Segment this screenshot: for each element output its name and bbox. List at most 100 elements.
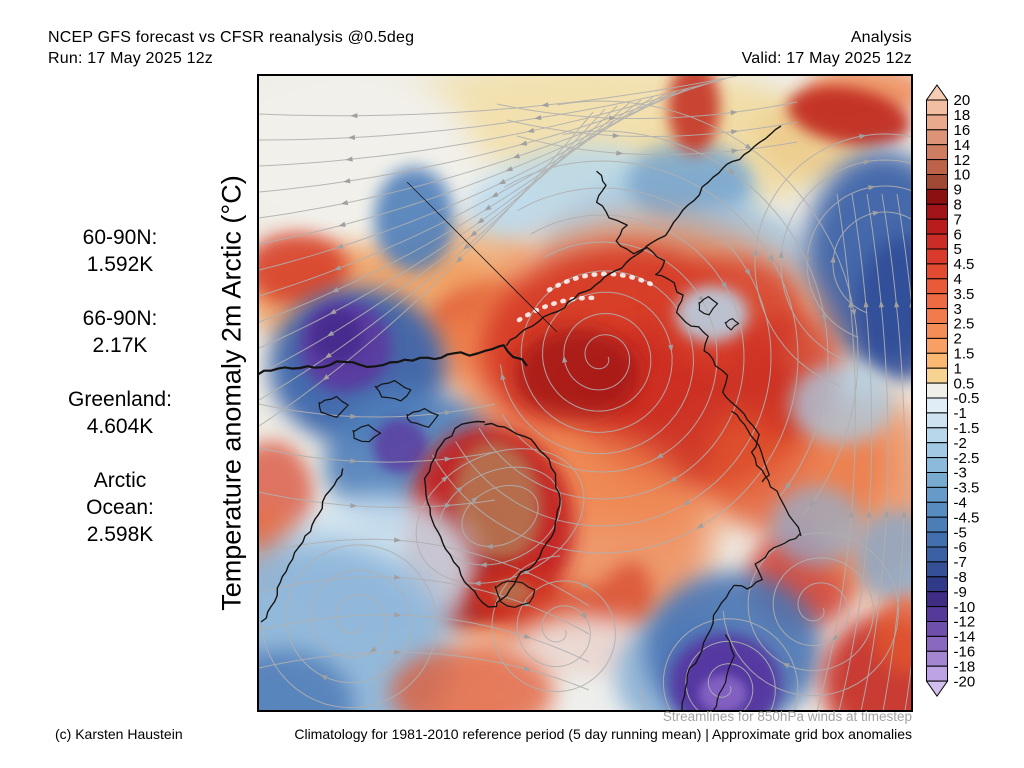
streamlines-layer <box>258 75 912 711</box>
cloud-arc-decoration <box>516 271 658 323</box>
colorbar-cell <box>926 576 948 593</box>
colorbar-tick-label: 9 <box>954 182 962 199</box>
anomaly-region <box>454 441 542 561</box>
colorbar-tick-label: 3 <box>954 301 962 318</box>
colorbar-cell <box>926 546 948 563</box>
coastlines-layer <box>258 125 802 711</box>
stat-value: 4.604K <box>86 415 154 438</box>
colorbar-tick-label: -3.5 <box>954 480 980 497</box>
colorbar-cell <box>926 591 948 608</box>
anomaly-region <box>374 167 454 271</box>
colorbar-tick-label: -6 <box>954 539 967 556</box>
colorbar-cell <box>926 144 948 161</box>
stat-block: Arctic Ocean: 2.598K <box>22 467 218 548</box>
anomaly-map <box>257 74 913 712</box>
colorbar-tick-label: -4 <box>954 495 967 512</box>
colorbar-tick-label: -7 <box>954 554 967 571</box>
anomaly-region <box>699 675 747 711</box>
colorbar-arrow-up-icon <box>926 84 949 101</box>
colorbar-tick-label: 18 <box>954 107 971 124</box>
colorbar-cell <box>926 606 948 622</box>
colorbar-canvas: 201816141210987654.543.532.521.510.5-0.5… <box>926 84 980 697</box>
colorbar-cell <box>926 501 948 518</box>
colorbar-cell <box>926 457 948 474</box>
stat-label: 60-90N: <box>82 226 158 249</box>
colorbar-cell <box>926 635 948 652</box>
colorbar-cell <box>926 337 948 354</box>
colorbar-tick-label: -14 <box>954 629 976 646</box>
colorbar-cell <box>926 203 948 220</box>
colorbar-tick-label: -2 <box>954 435 967 452</box>
colorbar-cell <box>926 561 948 578</box>
stat-value: 2.598K <box>86 523 154 546</box>
stat-value: 2.17K <box>92 334 148 357</box>
colorbar-tick-label: 5 <box>954 241 962 258</box>
colorbar-tick-label: -1.5 <box>954 420 980 437</box>
colorbar-tick-label: -16 <box>954 644 976 661</box>
stat-value: 1.592K <box>86 253 154 276</box>
colorbar-cell <box>926 188 948 205</box>
stat-block: 66-90N: 2.17K <box>22 305 218 359</box>
colorbar-cell <box>926 293 948 310</box>
colorbar-arrow-down-icon <box>926 680 949 697</box>
streamlines-note: Streamlines for 850hPa winds at timestep <box>662 709 912 724</box>
colorbar-tick-label: -18 <box>954 658 976 675</box>
anomaly-region <box>771 486 863 566</box>
colorbar-cell <box>926 412 948 429</box>
stat-label: 66-90N: <box>82 307 158 330</box>
colorbar-tick-label: 3.5 <box>954 286 975 303</box>
colorbar-tick-label: -8 <box>954 569 967 586</box>
colorbar-cell <box>926 218 948 235</box>
anomaly-region <box>373 419 427 473</box>
valid-label: Valid: 17 May 2025 12z <box>741 50 912 67</box>
colorbar-tick-label: 20 <box>954 92 971 109</box>
colorbar-cell <box>926 621 948 637</box>
colorbar-tick-label: 8 <box>954 197 962 214</box>
stat-label: Greenland: <box>68 388 172 411</box>
header-right: Analysis Valid: 17 May 2025 12z <box>742 27 912 69</box>
colorbar-cell <box>926 472 948 488</box>
colorbar-tick-label: 0.5 <box>954 375 975 392</box>
colorbar-tick-label: -1 <box>954 405 967 422</box>
anomaly-region <box>258 650 354 711</box>
colorbar-tick-label: -10 <box>954 599 976 616</box>
colorbar-cell <box>926 516 948 533</box>
colorbar-tick-label: 7 <box>954 211 962 228</box>
colorbar-cell <box>926 263 948 280</box>
colorbar-tick-label: -5 <box>954 524 967 541</box>
stat-block: Greenland: 4.604K <box>22 386 218 440</box>
colorbar-cell <box>926 129 948 146</box>
header-left: NCEP GFS forecast vs CFSR reanalysis @0.… <box>48 27 414 69</box>
colorbar-tick-label: 2.5 <box>954 316 975 333</box>
colorbar-tick-label: 2 <box>954 331 962 348</box>
colorbar-cell <box>926 397 948 414</box>
colorbar-cell <box>926 352 948 369</box>
colorbar-cell <box>926 665 948 682</box>
stats-panel: 60-90N: 1.592K 66-90N: 2.17K Greenland: 4.604… <box>22 224 218 575</box>
colorbar-tick-label: 12 <box>954 152 971 169</box>
anomaly-region <box>494 581 532 605</box>
anomaly-region <box>857 237 912 381</box>
colorbar-cell <box>926 531 948 548</box>
colorbar-cell <box>926 248 948 265</box>
colorbar-tick-label: -20 <box>954 673 976 690</box>
anomaly-map-canvas <box>257 74 913 712</box>
colorbar-cell <box>926 442 948 459</box>
colorbar-cell <box>926 382 948 399</box>
colorbar-tick-label: -2.5 <box>954 450 980 467</box>
anomaly-region <box>515 328 639 420</box>
stat-label: Ocean: <box>86 496 154 519</box>
colorbar-cell <box>926 99 948 116</box>
colorbar-tick-label: 16 <box>954 122 971 139</box>
y-axis-label: Temperature anomaly 2m Arctic (°C) <box>216 175 247 611</box>
analysis-label: Analysis <box>850 29 912 46</box>
colorbar-cell <box>926 233 948 250</box>
colorbar-cell <box>926 174 948 190</box>
anomaly-region <box>390 646 554 711</box>
colorbar-cell <box>926 427 948 444</box>
colorbar-tick-label: 6 <box>954 226 962 243</box>
anomaly-region <box>668 75 720 153</box>
anomaly-region <box>787 86 911 146</box>
colorbar-tick-label: 1 <box>954 360 962 377</box>
